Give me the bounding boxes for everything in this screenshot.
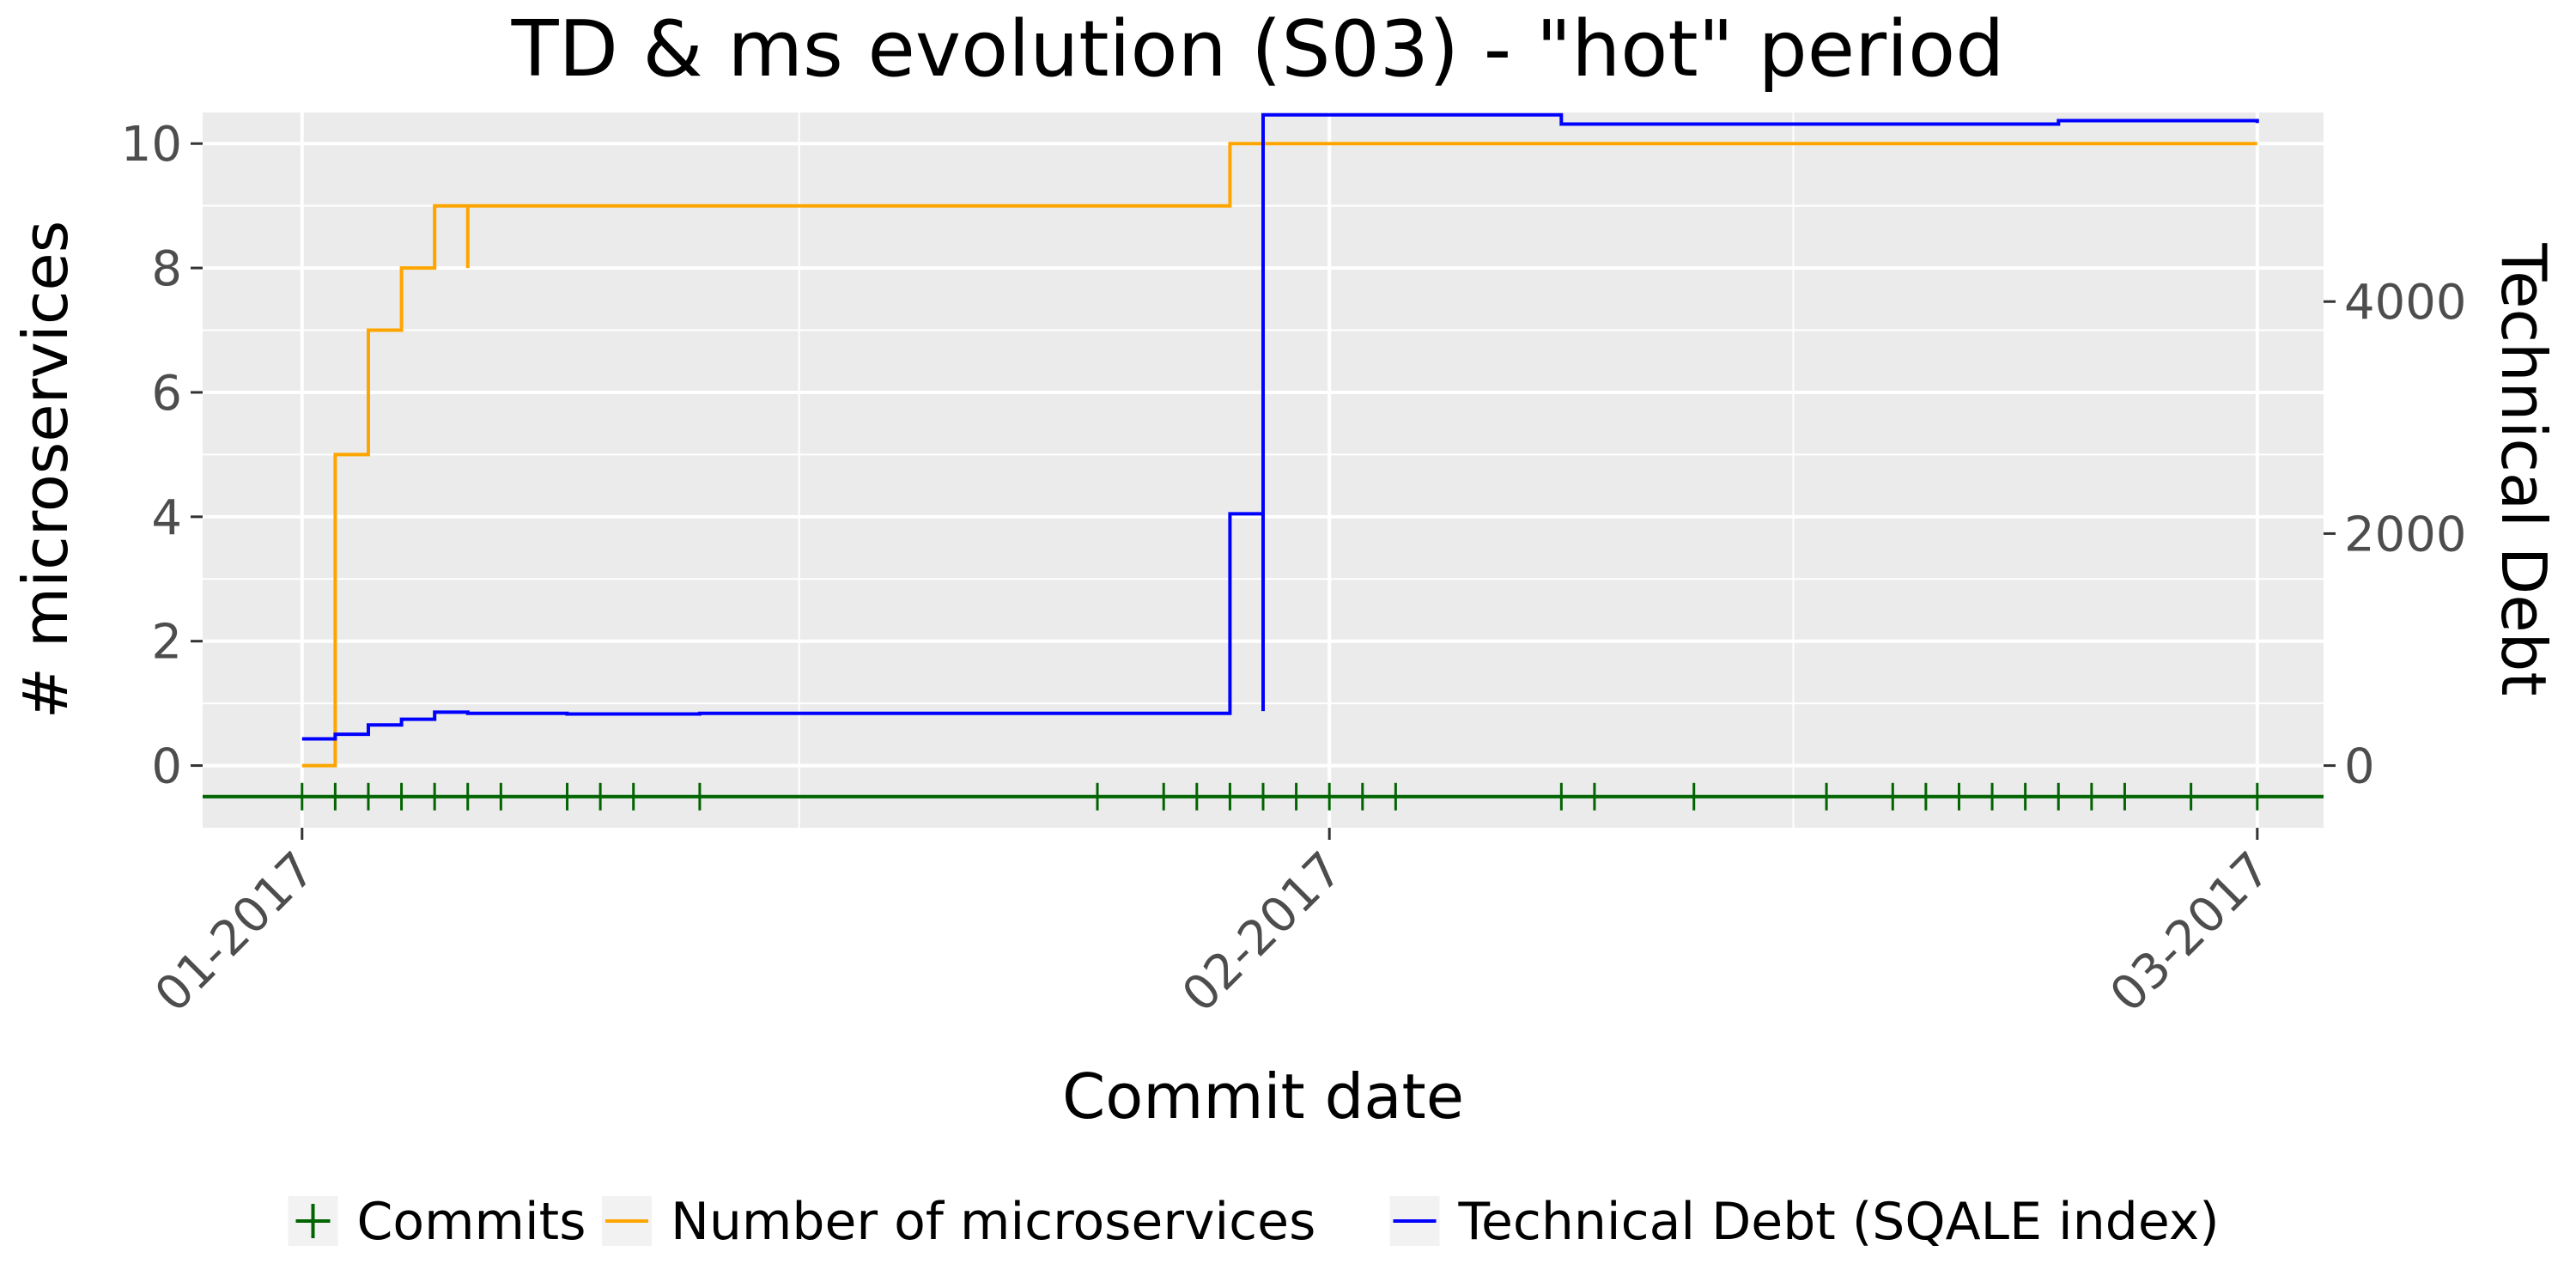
y-left-tick-label: 6 [151, 366, 182, 422]
y-left-tick-label: 0 [151, 739, 182, 795]
y-left-tick-label: 8 [151, 241, 182, 297]
series-layer [203, 112, 2324, 811]
technical-debt-line [301, 112, 2259, 741]
legend-label: Number of microservices [671, 1192, 1315, 1252]
y-right-tick-label: 2000 [2344, 507, 2467, 562]
x-tick-label: 02-2017 [1172, 841, 1353, 1023]
x-tick-label: 01-2017 [144, 841, 325, 1023]
y-left-tick-label: 10 [121, 117, 182, 173]
microservices-line [301, 142, 2257, 768]
legend-label: Technical Debt (SQALE index) [1458, 1192, 2220, 1252]
y-left-tick-label: 2 [151, 615, 182, 671]
legend: Commits Number of microservices Technical … [288, 1192, 2220, 1252]
y-axis-right-title: Technical Debt [2488, 242, 2560, 696]
legend-label: Commits [357, 1192, 586, 1252]
x-axis-title: Commit date [1062, 1060, 1464, 1133]
y-right-tick-label: 4000 [2344, 275, 2467, 331]
x-tick-label: 03-2017 [2099, 841, 2281, 1023]
y-axis-left-title: # microservices [9, 221, 82, 719]
y-right-tick-label: 0 [2344, 739, 2375, 795]
y-left-tick-label: 4 [151, 490, 182, 546]
chart-title: TD & ms evolution (S03) - "hot" period [511, 4, 2005, 94]
